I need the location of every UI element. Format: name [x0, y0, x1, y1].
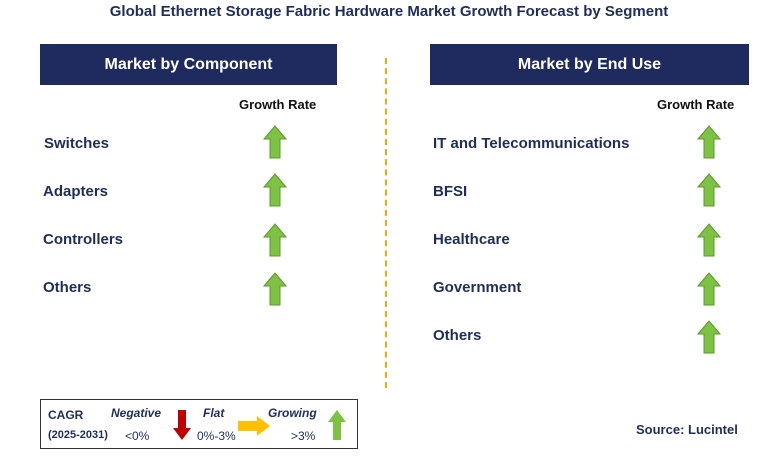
growing-arrow-icon	[697, 272, 721, 306]
legend-growing-label: Growing	[268, 406, 317, 420]
end-use-label-others: Others	[433, 327, 482, 344]
cagr-legend: CAGR (2025-2031) Negative <0% Flat 0%-3%…	[40, 399, 358, 449]
legend-negative-range: <0%	[125, 429, 150, 443]
panel-divider	[385, 58, 387, 388]
component-label-adapters: Adapters	[43, 183, 109, 200]
growing-arrow-icon	[697, 320, 721, 354]
legend-flat-range: 0%-3%	[197, 429, 236, 443]
component-label-switches: Switches	[44, 135, 110, 152]
growing-arrow-icon	[263, 125, 287, 159]
end-use-label-government: Government	[433, 279, 522, 296]
growing-arrow-icon	[263, 173, 287, 207]
component-label-others: Others	[43, 279, 92, 296]
end-use-panel-header: Market by End Use	[430, 44, 749, 85]
growing-arrow-icon	[263, 223, 287, 257]
component-growth-rate-label: Growth Rate	[239, 97, 317, 112]
growing-arrow-icon	[697, 223, 721, 257]
growing-arrow-icon	[263, 272, 287, 306]
flat-arrow-icon	[238, 416, 270, 436]
legend-cagr-label: CAGR	[48, 408, 84, 422]
growing-arrow-icon	[697, 125, 721, 159]
end-use-growth-rate-label: Growth Rate	[657, 97, 735, 112]
end-use-label-healthcare: Healthcare	[433, 231, 510, 248]
source-text: Source: Lucintel	[636, 422, 738, 437]
legend-growing-range: >3%	[291, 429, 316, 443]
growing-arrow-icon	[697, 173, 721, 207]
chart-title: Global Ethernet Storage Fabric Hardware …	[109, 3, 669, 20]
component-panel-header: Market by Component	[40, 44, 337, 85]
legend-period: (2025-2031)	[48, 429, 108, 441]
component-label-controllers: Controllers	[43, 231, 124, 248]
end-use-label-it-telecom: IT and Telecommunications	[433, 135, 630, 152]
growing-arrow-icon	[328, 410, 346, 440]
legend-negative-label: Negative	[111, 406, 162, 420]
end-use-label-bfsi: BFSI	[433, 183, 468, 200]
legend-flat-label: Flat	[203, 406, 225, 420]
negative-arrow-icon	[173, 410, 191, 440]
